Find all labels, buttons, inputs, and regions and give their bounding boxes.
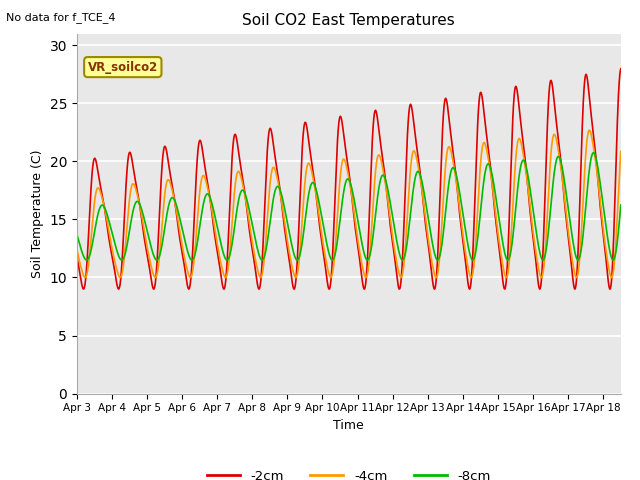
-4cm xyxy=(352,224,360,230)
-8cm xyxy=(598,195,606,201)
Legend: -2cm, -4cm, -8cm: -2cm, -4cm, -8cm xyxy=(202,464,496,480)
-4cm xyxy=(586,127,593,133)
-4cm xyxy=(431,271,438,276)
-2cm xyxy=(396,286,403,292)
-2cm xyxy=(414,151,422,156)
-8cm xyxy=(431,250,438,255)
-2cm xyxy=(617,66,625,72)
Line: -8cm: -8cm xyxy=(77,153,621,260)
Text: VR_soilco2: VR_soilco2 xyxy=(88,60,158,73)
-8cm xyxy=(617,202,625,208)
-8cm xyxy=(414,168,422,174)
-4cm xyxy=(105,227,113,233)
X-axis label: Time: Time xyxy=(333,419,364,432)
-8cm xyxy=(73,231,81,237)
-4cm xyxy=(534,259,541,265)
-4cm xyxy=(73,246,81,252)
-2cm xyxy=(73,254,81,260)
-8cm xyxy=(259,257,266,263)
-8cm xyxy=(534,237,541,242)
-2cm xyxy=(598,220,606,226)
-4cm xyxy=(617,149,625,155)
Line: -4cm: -4cm xyxy=(77,130,621,277)
-8cm xyxy=(589,150,597,156)
-2cm xyxy=(105,235,113,240)
-4cm xyxy=(598,217,606,223)
-8cm xyxy=(352,207,360,213)
Line: -2cm: -2cm xyxy=(77,69,621,289)
-8cm xyxy=(105,217,113,223)
-4cm xyxy=(152,275,159,280)
-2cm xyxy=(534,273,541,279)
Text: No data for f_TCE_4: No data for f_TCE_4 xyxy=(6,12,116,23)
-2cm xyxy=(352,229,360,235)
-2cm xyxy=(431,286,438,292)
Title: Soil CO2 East Temperatures: Soil CO2 East Temperatures xyxy=(243,13,455,28)
-4cm xyxy=(414,161,422,167)
Y-axis label: Soil Temperature (C): Soil Temperature (C) xyxy=(31,149,44,278)
